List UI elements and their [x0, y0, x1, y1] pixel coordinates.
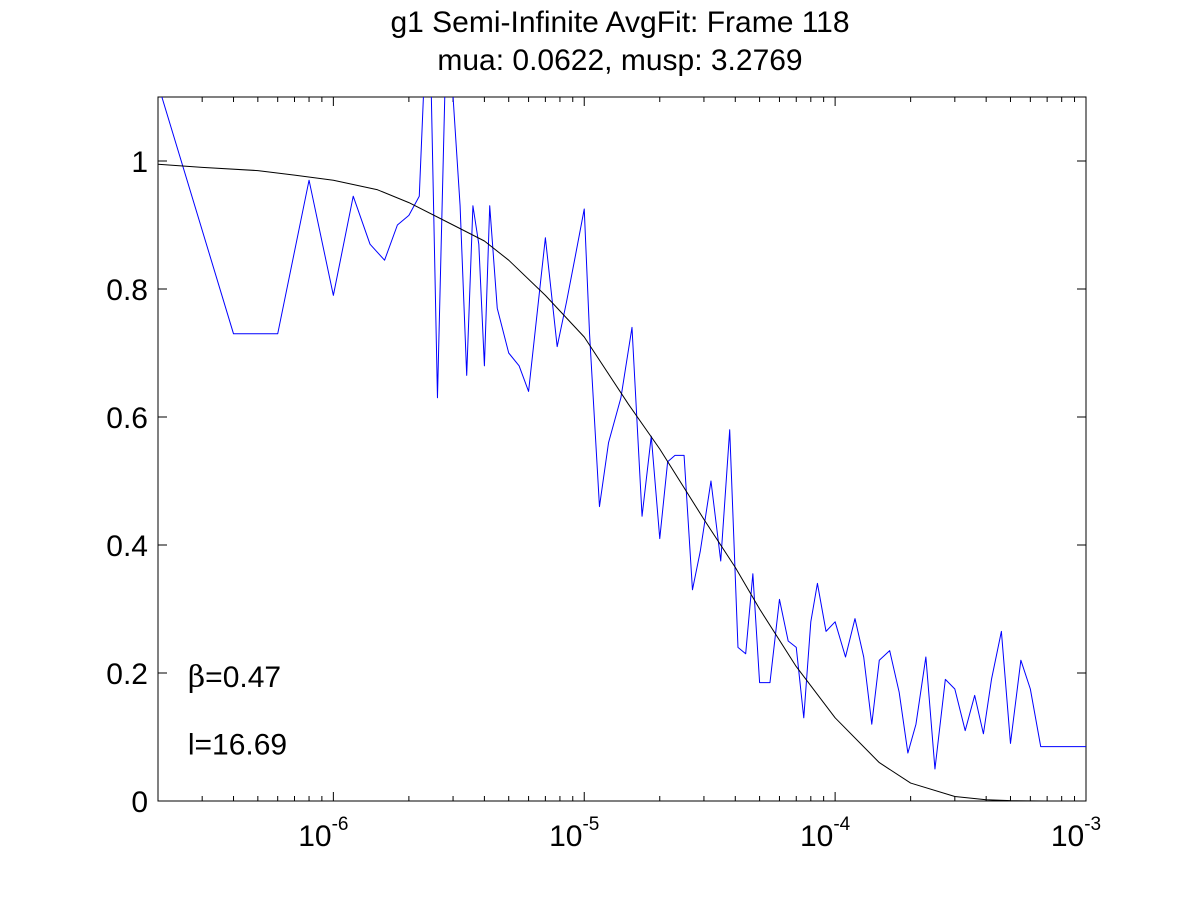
series-layer [158, 97, 1086, 801]
ticks-layer [157, 97, 1087, 802]
x-tick-label: 10-4 [800, 814, 851, 853]
x-tick-label-base: 10 [1051, 820, 1084, 853]
y-tick-label: 0.2 [106, 658, 148, 691]
y-tick-label: 1 [131, 146, 148, 179]
annotation-value: =0.47 [205, 661, 281, 694]
y-tick-label: 0 [131, 786, 148, 819]
x-tick-label-base: 10 [298, 820, 331, 853]
x-tick-label-base: 10 [549, 820, 582, 853]
annotation-value: l=16.69 [188, 728, 287, 761]
fit-series-line [158, 163, 1086, 801]
measured-series-line [161, 97, 1086, 770]
annotation-text: β=0.47 [188, 660, 281, 695]
x-tick-label-exponent: -6 [332, 814, 349, 835]
x-tick-label-exponent: -3 [1084, 814, 1101, 835]
annotation-symbol: β [188, 660, 205, 695]
annotation-layer: β=0.47 l=16.69 [188, 660, 287, 761]
x-tick-label: 10-5 [549, 814, 599, 853]
x-tick-label-base: 10 [800, 820, 833, 853]
x-tick-label-exponent: -5 [582, 814, 599, 835]
x-tick-label-exponent: -4 [833, 814, 850, 835]
chart-subtitle: mua: 0.0622, musp: 3.2769 [437, 44, 802, 77]
annotation-text: l=16.69 [188, 728, 287, 761]
y-tick-label: 0.6 [106, 402, 148, 435]
x-tick-label: 10-3 [1051, 814, 1101, 853]
y-tick-label: 0.4 [106, 530, 148, 563]
x-tick-label: 10-6 [298, 814, 348, 853]
plot-area [157, 96, 1087, 802]
chart-title: g1 Semi-Infinite AvgFit: Frame 118 [390, 6, 849, 39]
y-tick-label: 0.8 [106, 274, 148, 307]
